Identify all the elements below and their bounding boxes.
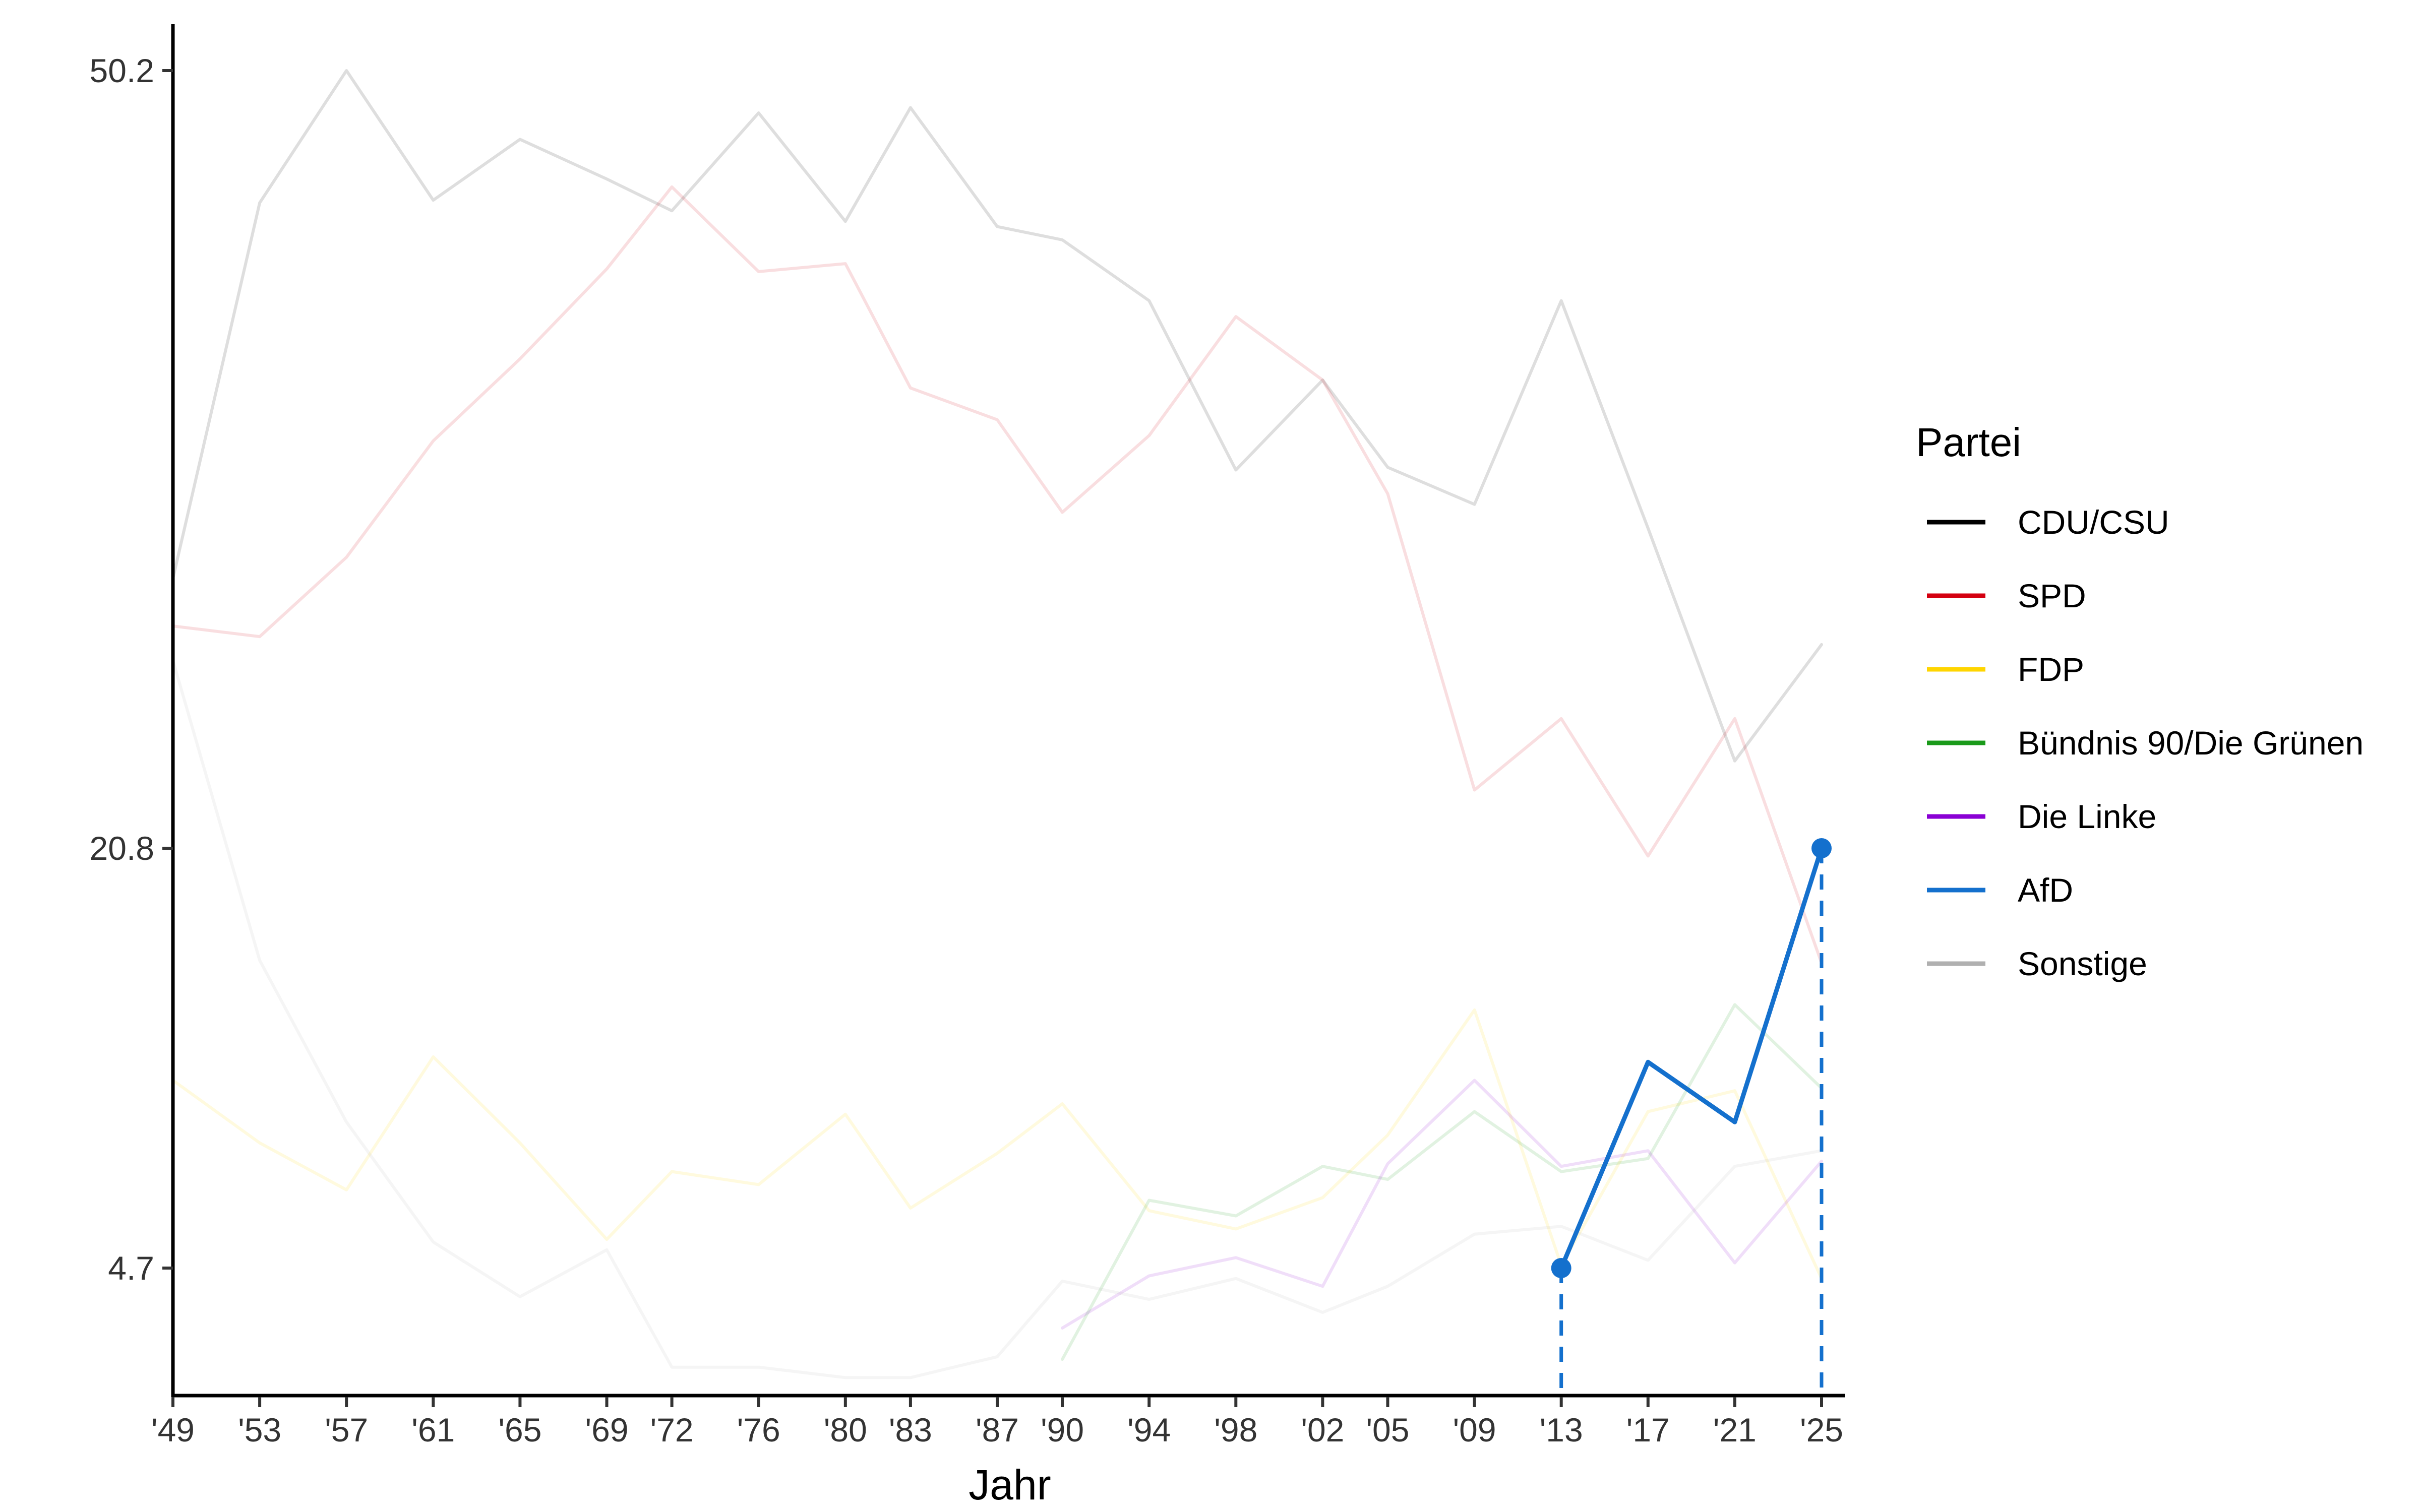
series-line-sonstige bbox=[171, 659, 1823, 1379]
legend-label: CDU/CSU bbox=[2018, 503, 2169, 541]
legend-item-sonstige: Sonstige bbox=[1927, 945, 2147, 982]
series-line-cdu-csu bbox=[171, 69, 1823, 763]
legend-label: Bündnis 90/Die Grünen bbox=[2018, 724, 2364, 762]
x-tick-label: '53 bbox=[238, 1411, 281, 1448]
y-tick-label: 4.7 bbox=[108, 1249, 154, 1287]
series-line-fdp bbox=[171, 1008, 1823, 1280]
legend-item-b-ndnis-90-die-gr-nen: Bündnis 90/Die Grünen bbox=[1927, 724, 2364, 762]
x-tick-label: '83 bbox=[889, 1411, 932, 1448]
legend-label: FDP bbox=[2018, 651, 2084, 688]
legend-item-die-linke: Die Linke bbox=[1927, 798, 2156, 835]
x-tick-label: '21 bbox=[1713, 1411, 1757, 1448]
x-axis-ticks: '49 '53 '57 '61 '65 '69 '72 '76 '80 '83 '87 '90 '94 '… bbox=[151, 1397, 1843, 1448]
legend-item-afd: AfD bbox=[1927, 871, 2073, 909]
x-tick-label: '98 bbox=[1214, 1411, 1257, 1448]
legend-label: Die Linke bbox=[2018, 798, 2156, 835]
x-tick-label: '49 bbox=[151, 1411, 195, 1448]
legend-item-cdu-csu: CDU/CSU bbox=[1927, 503, 2169, 541]
x-tick-label: '17 bbox=[1626, 1411, 1670, 1448]
x-tick-label: '65 bbox=[498, 1411, 541, 1448]
legend-label: Sonstige bbox=[2018, 945, 2147, 982]
legend-label: AfD bbox=[2018, 871, 2073, 909]
x-tick-label: '90 bbox=[1041, 1411, 1084, 1448]
x-tick-label: '76 bbox=[737, 1411, 780, 1448]
highlight-point-13 bbox=[1551, 1258, 1571, 1278]
x-axis-title: Jahr bbox=[969, 1461, 1051, 1508]
legend-label: SPD bbox=[2018, 577, 2086, 614]
x-tick-label: '57 bbox=[325, 1411, 368, 1448]
legend: Partei CDU/CSU SPD FDP Bündnis 90/Die Grüne… bbox=[1916, 420, 2364, 982]
x-tick-label: '25 bbox=[1800, 1411, 1843, 1448]
legend-title: Partei bbox=[1916, 420, 2021, 465]
y-tick-label: 20.8 bbox=[90, 830, 154, 867]
legend-item-fdp: FDP bbox=[1927, 651, 2084, 688]
x-tick-label: '05 bbox=[1366, 1411, 1409, 1448]
x-tick-label: '72 bbox=[650, 1411, 694, 1448]
x-tick-label: '69 bbox=[585, 1411, 629, 1448]
x-tick-label: '09 bbox=[1453, 1411, 1496, 1448]
y-axis-ticks: 50.2 20.8 4.7 bbox=[90, 52, 173, 1287]
x-tick-label: '87 bbox=[976, 1411, 1019, 1448]
series-line-spd bbox=[171, 185, 1823, 965]
series-line-b-ndnis-90-die-gr-nen bbox=[1061, 1003, 1823, 1361]
y-tick-label: 50.2 bbox=[90, 52, 154, 89]
series-line-die-linke bbox=[1061, 1079, 1823, 1330]
x-tick-label: '13 bbox=[1540, 1411, 1583, 1448]
legend-item-spd: SPD bbox=[1927, 577, 2086, 614]
x-tick-label: '94 bbox=[1127, 1411, 1171, 1448]
x-tick-label: '02 bbox=[1301, 1411, 1344, 1448]
highlight-layer bbox=[1551, 838, 1832, 1394]
series-line-afd bbox=[1559, 846, 1824, 1271]
highlight-point-25 bbox=[1811, 838, 1832, 858]
plot-lines bbox=[171, 69, 1823, 1379]
x-tick-label: '61 bbox=[411, 1411, 455, 1448]
x-tick-label: '80 bbox=[824, 1411, 867, 1448]
